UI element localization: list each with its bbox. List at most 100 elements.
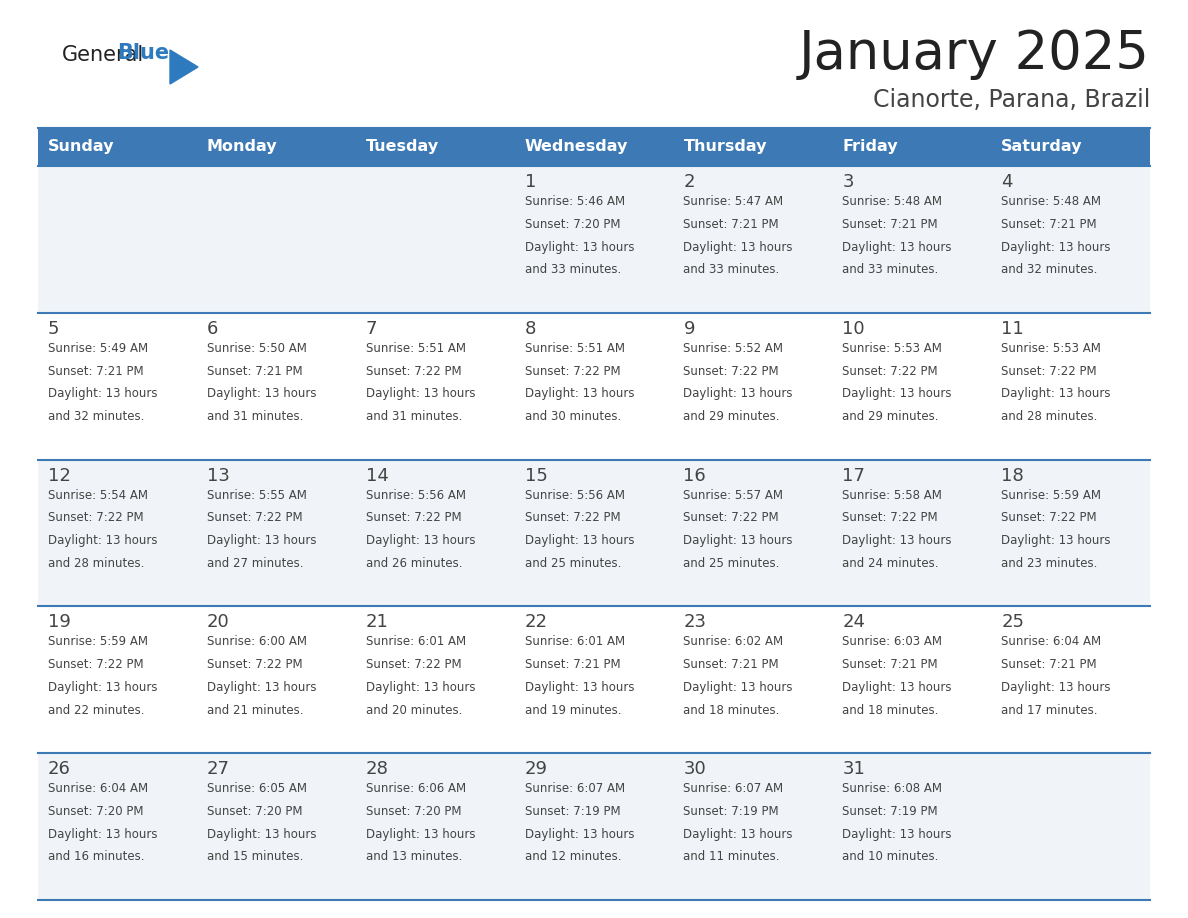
Text: Daylight: 13 hours: Daylight: 13 hours	[366, 534, 475, 547]
Text: 28: 28	[366, 760, 388, 778]
Text: Sunset: 7:22 PM: Sunset: 7:22 PM	[842, 511, 937, 524]
Bar	[833, 753, 991, 900]
Text: Monday: Monday	[207, 140, 278, 154]
Text: 10: 10	[842, 319, 865, 338]
Text: Sunset: 7:19 PM: Sunset: 7:19 PM	[683, 805, 779, 818]
Text: Sunrise: 6:07 AM: Sunrise: 6:07 AM	[683, 782, 784, 795]
Text: and 19 minutes.: and 19 minutes.	[525, 704, 621, 717]
Text: and 33 minutes.: and 33 minutes.	[683, 263, 779, 276]
Text: Sunset: 7:19 PM: Sunset: 7:19 PM	[842, 805, 937, 818]
Text: Sunset: 7:22 PM: Sunset: 7:22 PM	[207, 511, 303, 524]
Text: Sunrise: 6:08 AM: Sunrise: 6:08 AM	[842, 782, 942, 795]
Text: Sunrise: 5:48 AM: Sunrise: 5:48 AM	[842, 195, 942, 208]
Text: 5: 5	[48, 319, 59, 338]
Text: 16: 16	[683, 466, 706, 485]
Text: Friday: Friday	[842, 140, 898, 154]
Text: Sunset: 7:21 PM: Sunset: 7:21 PM	[683, 658, 779, 671]
Text: and 15 minutes.: and 15 minutes.	[207, 850, 303, 864]
Text: and 16 minutes.: and 16 minutes.	[48, 850, 145, 864]
Text: Sunset: 7:22 PM: Sunset: 7:22 PM	[48, 658, 144, 671]
Bar	[197, 166, 355, 313]
Text: Sunrise: 5:57 AM: Sunrise: 5:57 AM	[683, 488, 783, 501]
Text: 8: 8	[525, 319, 536, 338]
Bar	[514, 166, 674, 313]
Text: Blue: Blue	[116, 43, 169, 63]
Text: Thursday: Thursday	[683, 140, 767, 154]
Text: and 23 minutes.: and 23 minutes.	[1001, 557, 1098, 570]
Text: and 27 minutes.: and 27 minutes.	[207, 557, 303, 570]
Text: 19: 19	[48, 613, 71, 632]
Bar	[833, 166, 991, 313]
Text: Sunset: 7:21 PM: Sunset: 7:21 PM	[525, 658, 620, 671]
Text: and 22 minutes.: and 22 minutes.	[48, 704, 145, 717]
Text: and 28 minutes.: and 28 minutes.	[1001, 410, 1098, 423]
Text: Sunrise: 5:53 AM: Sunrise: 5:53 AM	[1001, 341, 1101, 354]
Text: Sunrise: 5:51 AM: Sunrise: 5:51 AM	[366, 341, 466, 354]
Text: and 20 minutes.: and 20 minutes.	[366, 704, 462, 717]
Text: Sunrise: 6:02 AM: Sunrise: 6:02 AM	[683, 635, 784, 648]
Text: Daylight: 13 hours: Daylight: 13 hours	[842, 387, 952, 400]
Text: Sunrise: 5:54 AM: Sunrise: 5:54 AM	[48, 488, 148, 501]
Bar	[514, 753, 674, 900]
Text: Sunset: 7:20 PM: Sunset: 7:20 PM	[48, 805, 144, 818]
Text: Daylight: 13 hours: Daylight: 13 hours	[48, 828, 158, 841]
Text: and 33 minutes.: and 33 minutes.	[842, 263, 939, 276]
Text: Sunset: 7:22 PM: Sunset: 7:22 PM	[525, 511, 620, 524]
Text: Daylight: 13 hours: Daylight: 13 hours	[1001, 681, 1111, 694]
Bar	[355, 607, 514, 753]
Text: Sunrise: 6:00 AM: Sunrise: 6:00 AM	[207, 635, 307, 648]
Text: Daylight: 13 hours: Daylight: 13 hours	[366, 828, 475, 841]
Text: Sunrise: 5:55 AM: Sunrise: 5:55 AM	[207, 488, 307, 501]
Text: Sunrise: 5:46 AM: Sunrise: 5:46 AM	[525, 195, 625, 208]
Text: Daylight: 13 hours: Daylight: 13 hours	[1001, 241, 1111, 253]
Text: Sunrise: 6:07 AM: Sunrise: 6:07 AM	[525, 782, 625, 795]
Bar	[355, 128, 514, 166]
Text: 2: 2	[683, 173, 695, 191]
Text: Daylight: 13 hours: Daylight: 13 hours	[842, 828, 952, 841]
Text: 21: 21	[366, 613, 388, 632]
Text: Daylight: 13 hours: Daylight: 13 hours	[525, 387, 634, 400]
Text: and 11 minutes.: and 11 minutes.	[683, 850, 781, 864]
Bar	[833, 607, 991, 753]
Text: Daylight: 13 hours: Daylight: 13 hours	[207, 534, 316, 547]
Text: and 33 minutes.: and 33 minutes.	[525, 263, 621, 276]
Text: Daylight: 13 hours: Daylight: 13 hours	[525, 681, 634, 694]
Text: Sunrise: 6:01 AM: Sunrise: 6:01 AM	[366, 635, 466, 648]
Text: Daylight: 13 hours: Daylight: 13 hours	[366, 387, 475, 400]
Text: Sunset: 7:22 PM: Sunset: 7:22 PM	[1001, 511, 1097, 524]
Text: Daylight: 13 hours: Daylight: 13 hours	[207, 828, 316, 841]
Text: Sunset: 7:22 PM: Sunset: 7:22 PM	[1001, 364, 1097, 377]
Text: Daylight: 13 hours: Daylight: 13 hours	[48, 387, 158, 400]
Text: Sunset: 7:22 PM: Sunset: 7:22 PM	[366, 658, 461, 671]
Text: 18: 18	[1001, 466, 1024, 485]
Bar	[833, 460, 991, 607]
Text: Daylight: 13 hours: Daylight: 13 hours	[1001, 387, 1111, 400]
Bar	[38, 607, 197, 753]
Text: 6: 6	[207, 319, 219, 338]
Text: 29: 29	[525, 760, 548, 778]
Text: Daylight: 13 hours: Daylight: 13 hours	[842, 681, 952, 694]
Text: Sunrise: 6:06 AM: Sunrise: 6:06 AM	[366, 782, 466, 795]
Text: Daylight: 13 hours: Daylight: 13 hours	[207, 681, 316, 694]
Bar	[38, 753, 197, 900]
Text: Sunset: 7:21 PM: Sunset: 7:21 PM	[48, 364, 144, 377]
Text: 14: 14	[366, 466, 388, 485]
Text: and 32 minutes.: and 32 minutes.	[48, 410, 145, 423]
Text: and 26 minutes.: and 26 minutes.	[366, 557, 462, 570]
Bar	[833, 128, 991, 166]
Bar	[991, 128, 1150, 166]
Text: 1: 1	[525, 173, 536, 191]
Text: 12: 12	[48, 466, 71, 485]
Text: and 17 minutes.: and 17 minutes.	[1001, 704, 1098, 717]
Text: Daylight: 13 hours: Daylight: 13 hours	[683, 681, 792, 694]
Text: Sunset: 7:20 PM: Sunset: 7:20 PM	[207, 805, 303, 818]
Text: Sunset: 7:22 PM: Sunset: 7:22 PM	[683, 364, 779, 377]
Text: and 12 minutes.: and 12 minutes.	[525, 850, 621, 864]
Text: 17: 17	[842, 466, 865, 485]
Text: 27: 27	[207, 760, 229, 778]
Text: and 29 minutes.: and 29 minutes.	[683, 410, 781, 423]
Text: Sunday: Sunday	[48, 140, 114, 154]
Bar	[38, 460, 197, 607]
Text: and 18 minutes.: and 18 minutes.	[842, 704, 939, 717]
Text: Daylight: 13 hours: Daylight: 13 hours	[525, 534, 634, 547]
